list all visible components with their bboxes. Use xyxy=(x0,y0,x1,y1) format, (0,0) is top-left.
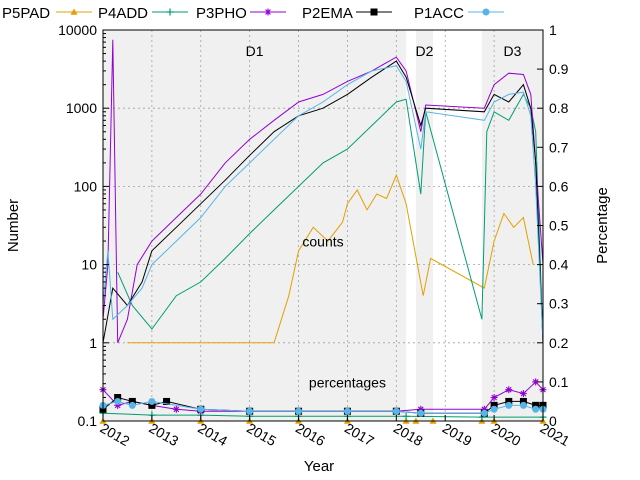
legend-label-p2ema: P2EMA xyxy=(302,5,353,22)
y2-axis-label: Percentage xyxy=(594,187,611,264)
y2-tick-label-0-4: 0.4 xyxy=(549,257,569,273)
series-p1acc-point xyxy=(295,407,303,415)
series-p3pho-point xyxy=(114,401,122,409)
x-tick-label-2012: 2012 xyxy=(98,420,133,450)
series-p2ema-point xyxy=(519,397,527,405)
y2-tick-label-0-3: 0.3 xyxy=(549,296,569,312)
legend-marker-p1acc xyxy=(482,8,490,16)
series-p2ema-point xyxy=(163,397,171,405)
y2-tick-label-0-8: 0.8 xyxy=(549,100,569,116)
y2-tick-label-0-2: 0.2 xyxy=(549,335,569,351)
y2-tick-label-0-6: 0.6 xyxy=(549,178,569,194)
series-p1acc-point xyxy=(505,401,513,409)
series-p2ema-counts-line xyxy=(102,60,544,343)
series-p1acc-counts-line xyxy=(102,65,544,343)
y-tick-label-10000: 10000 xyxy=(58,22,97,38)
region-label-d2: D2 xyxy=(415,43,433,59)
annotation-percentages: percentages xyxy=(309,374,386,390)
series-p3pho-point xyxy=(519,390,527,398)
y2-tick-label-0-1: 0.1 xyxy=(549,374,569,390)
series-p4add-point xyxy=(402,412,410,420)
y-tick-label-100: 100 xyxy=(74,178,98,194)
series-p2ema-point xyxy=(490,401,498,409)
region-shading xyxy=(103,30,543,421)
series-p2ema-point xyxy=(505,397,513,405)
series-p2ema-point xyxy=(128,397,136,405)
y-tick-label-1000: 1000 xyxy=(66,100,97,116)
x-tick-label-2020: 2020 xyxy=(489,420,524,450)
x-axis-label: Year xyxy=(304,458,334,475)
region-label-d1: D1 xyxy=(246,43,264,59)
legend-marker-p3pho xyxy=(264,8,272,16)
y2-tick-label-0-7: 0.7 xyxy=(549,139,569,155)
legend-label-p1acc: P1ACC xyxy=(414,5,464,22)
region-d2 xyxy=(415,30,433,421)
legend-label-p3pho: P3PHO xyxy=(196,5,247,22)
region-labels: D1 D2 D3 xyxy=(246,43,522,59)
series-p1acc-point xyxy=(519,401,527,409)
series-p1acc-point xyxy=(532,405,540,413)
x-tick-label-2014: 2014 xyxy=(195,420,230,450)
region-label-d3: D3 xyxy=(503,43,521,59)
series-p3pho-point xyxy=(480,405,488,413)
legend-label-p5pad: P5PAD xyxy=(2,5,50,22)
series-p3pho-point xyxy=(505,386,513,394)
y-tick-label-10: 10 xyxy=(81,257,97,273)
y-axis-label: Number xyxy=(5,199,22,252)
series-p1acc-point xyxy=(392,407,400,415)
x-tick-label-2021: 2021 xyxy=(538,420,573,450)
series-p1acc-pct-line xyxy=(102,400,543,414)
series-p3pho-point xyxy=(172,405,180,413)
series-p2ema-point xyxy=(148,401,156,409)
legend-marker-p5pad xyxy=(70,8,78,15)
y2-tick-label-0-5: 0.5 xyxy=(549,218,569,234)
x-tick-label-2016: 2016 xyxy=(293,420,328,450)
series-p5pad-counts-line xyxy=(127,173,534,344)
series-p1acc-point xyxy=(197,405,205,413)
series-p3pho-point xyxy=(490,394,498,402)
series-p1acc-point xyxy=(148,397,156,405)
series-p1acc-point xyxy=(343,407,351,415)
x-tick-label-2015: 2015 xyxy=(244,420,279,450)
series-p1acc-point xyxy=(128,401,136,409)
x-tick-label-2013: 2013 xyxy=(146,420,181,450)
y2-tick-label-1: 1 xyxy=(549,22,557,38)
y-tick-label-1: 1 xyxy=(89,335,97,351)
x-tick-label-2017: 2017 xyxy=(342,420,377,450)
series-p1acc-point xyxy=(480,409,488,417)
legend-marker-p4add xyxy=(166,8,174,16)
series-p1acc-point xyxy=(246,407,254,415)
x-tick-label-2018: 2018 xyxy=(391,420,426,450)
legend: P5PAD P4ADD P3PHO P2EMA P1ACC xyxy=(2,5,504,22)
series-p1acc-point xyxy=(114,397,122,405)
series-p1acc xyxy=(99,65,547,417)
series-p3pho-point xyxy=(532,378,540,386)
series-p1acc-point xyxy=(417,409,425,417)
y2-tick-label-0-9: 0.9 xyxy=(549,61,569,77)
legend-marker-p2ema xyxy=(370,8,378,16)
x-tick-label-2019: 2019 xyxy=(440,420,475,450)
legend-label-p4add: P4ADD xyxy=(98,5,148,22)
y2-tick-label-0: 0 xyxy=(549,413,557,429)
region-d1 xyxy=(103,30,407,421)
series-p2ema-point xyxy=(532,401,540,409)
series-p1acc-point xyxy=(490,405,498,413)
series-p3pho-point xyxy=(417,405,425,413)
annotation-counts: counts xyxy=(302,234,343,250)
y-tick-label-0-1: 0.1 xyxy=(78,413,98,429)
series-p4add-counts-line xyxy=(117,93,544,343)
series-p2ema-point xyxy=(114,394,122,402)
